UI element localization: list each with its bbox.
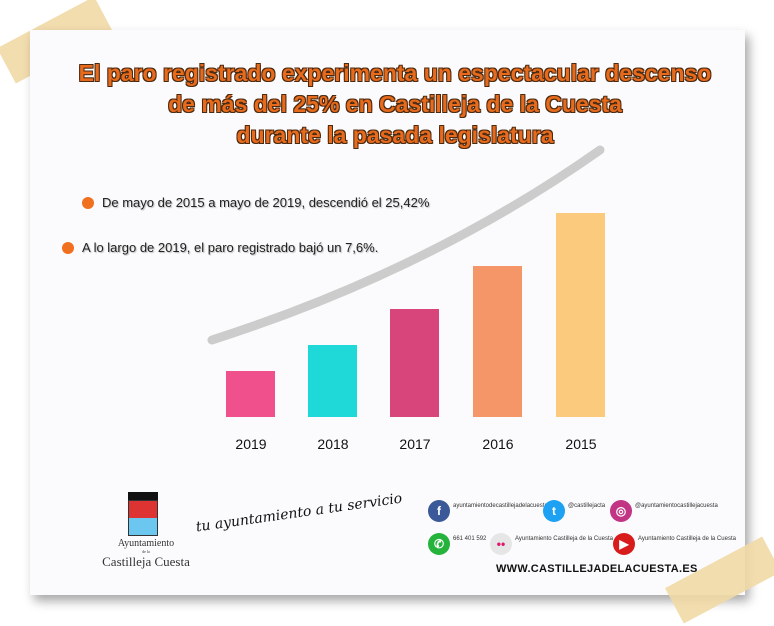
logo-line1: Ayuntamiento xyxy=(117,538,175,549)
bullet-text: A lo largo de 2019, el paro registrado b… xyxy=(82,240,379,255)
twitter-icon: t xyxy=(543,500,565,522)
social-instagram[interactable]: ◎ @ayuntamientocastillejacuesta xyxy=(610,500,718,522)
logo-small: de la xyxy=(142,549,150,554)
social-text: @ayuntamientocastillejacuesta xyxy=(635,503,718,509)
pushpin-icon xyxy=(62,242,74,254)
flickr-icon: •• xyxy=(490,533,512,555)
town-logo xyxy=(128,492,158,536)
headline-line3: durante la pasada legislatura xyxy=(236,122,554,148)
whatsapp-icon: ✆ xyxy=(428,533,450,555)
bar-2016 xyxy=(473,266,522,417)
bar-2019 xyxy=(226,371,275,417)
headline: El paro registrado experimenta un espect… xyxy=(40,58,750,151)
x-tick-label: 2018 xyxy=(317,436,349,452)
x-tick-label: 2019 xyxy=(235,436,267,452)
headline-line1: El paro registrado experimenta un espect… xyxy=(78,60,712,86)
social-twitter[interactable]: t @castillejacta xyxy=(543,500,606,522)
bar-2018 xyxy=(308,345,357,417)
bullet-text: De mayo de 2015 a mayo de 2019, descendi… xyxy=(102,195,430,210)
bar-2017 xyxy=(390,309,439,417)
logo-line2: Castilleja Cuesta xyxy=(102,554,190,569)
x-tick-label: 2015 xyxy=(565,436,597,452)
social-youtube[interactable]: ▶ Ayuntamiento Castilleja de la Cuesta xyxy=(613,533,736,555)
x-tick-label: 2017 xyxy=(399,436,431,452)
bar-2015 xyxy=(556,213,605,417)
pushpin-icon xyxy=(82,197,94,209)
social-flickr[interactable]: •• Ayuntamiento Castilleja de la Cuesta xyxy=(490,533,613,555)
social-text: Ayuntamiento Castilleja de la Cuesta xyxy=(515,536,613,542)
youtube-icon: ▶ xyxy=(613,533,635,555)
facebook-icon: f xyxy=(428,500,450,522)
x-tick-label: 2016 xyxy=(482,436,514,452)
website-link[interactable]: WWW.CASTILLEJADELACUESTA.ES xyxy=(496,563,698,575)
social-text: @castillejacta xyxy=(568,503,606,509)
social-text: 661 401 592 xyxy=(453,536,487,542)
bullet-1: De mayo de 2015 a mayo de 2019, descendi… xyxy=(82,195,429,210)
logo-text: Ayuntamiento de la Castilleja Cuesta xyxy=(90,538,202,570)
social-facebook[interactable]: f ayuntamientodecastillejadelacuesta xyxy=(428,500,548,522)
bullet-2: A lo largo de 2019, el paro registrado b… xyxy=(62,240,378,255)
instagram-icon: ◎ xyxy=(610,500,632,522)
headline-line2: de más del 25% en Castilleja de la Cuest… xyxy=(168,91,622,117)
social-text: Ayuntamiento Castilleja de la Cuesta xyxy=(638,536,736,542)
social-text: ayuntamientodecastillejadelacuesta xyxy=(453,503,548,509)
social-whatsapp[interactable]: ✆ 661 401 592 xyxy=(428,533,487,555)
